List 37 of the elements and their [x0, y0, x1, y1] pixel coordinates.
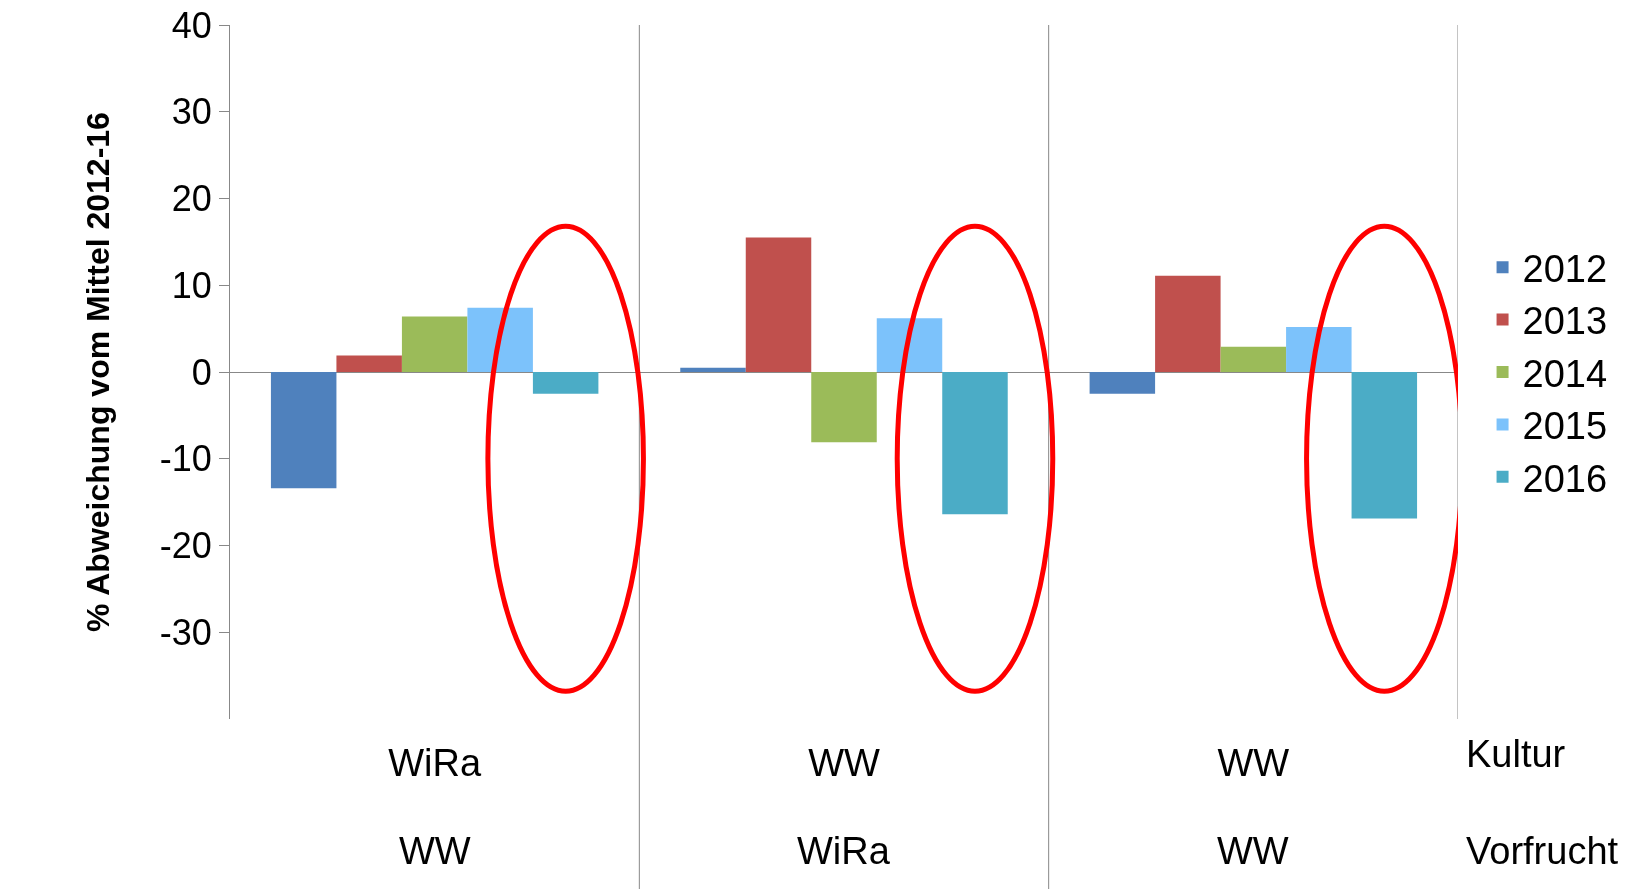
text: WW — [399, 830, 471, 872]
text: WiRa — [797, 830, 891, 872]
bar — [811, 372, 877, 443]
y-tick-label: 0 — [191, 351, 212, 393]
x-tick-label: WW — [1217, 741, 1290, 784]
y-tick-label: 40 — [171, 4, 212, 46]
y-tick-label: -30 — [159, 611, 212, 653]
bar — [1220, 346, 1287, 372]
y-tick-label: -10 — [159, 438, 212, 480]
y-tick-label: 10 — [171, 264, 212, 306]
legend-label: 2014 — [1522, 352, 1608, 395]
text: Vorfrucht — [1466, 830, 1619, 872]
bar — [270, 372, 337, 489]
x-tick-label: WW — [808, 741, 880, 784]
legend-label: 2015 — [1522, 405, 1608, 448]
bar — [336, 355, 402, 372]
bar — [680, 367, 746, 372]
bar — [1351, 372, 1418, 519]
y-axis-title: % Abweichung vom Mittel 2012-16 — [80, 112, 117, 632]
bar — [532, 372, 599, 394]
legend-label: 2012 — [1522, 248, 1608, 291]
bar — [876, 318, 943, 372]
bar — [1155, 275, 1221, 372]
bar — [745, 237, 812, 372]
text: Kultur — [1466, 733, 1566, 775]
bar — [1286, 326, 1352, 372]
y-tick-label: 30 — [171, 91, 212, 133]
bar — [467, 307, 533, 372]
bar — [942, 372, 1008, 515]
y-tick-label: -20 — [159, 525, 212, 567]
legend-label: 2016 — [1522, 457, 1608, 500]
bar — [1089, 372, 1156, 394]
bar — [401, 316, 468, 372]
legend-label: 2013 — [1522, 300, 1608, 343]
y-tick-label: 20 — [171, 178, 212, 220]
text: WW — [1217, 830, 1289, 872]
x-tick-label: WiRa — [388, 741, 482, 784]
